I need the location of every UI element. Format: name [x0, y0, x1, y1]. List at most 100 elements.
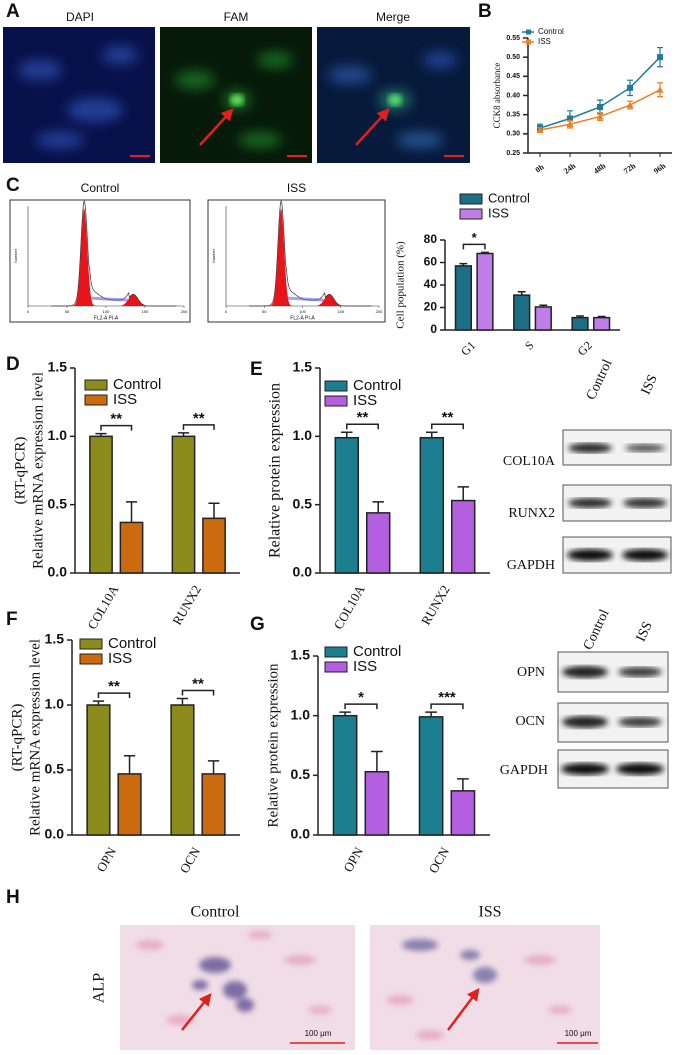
x-tick-label: 96h — [652, 161, 668, 176]
bar — [334, 436, 359, 574]
y-axis-label: (RT-qPCR) — [9, 704, 25, 772]
x-tick-label: OPN — [340, 844, 366, 875]
histogram-fill — [70, 208, 99, 306]
point — [566, 120, 574, 128]
image-label: FAM — [224, 10, 249, 24]
y-tick-label: 0.5 — [291, 766, 311, 782]
legend-label: ISS — [353, 658, 377, 675]
x-tick-label: 150 — [337, 309, 344, 314]
x-tick-label: 50 — [262, 309, 267, 314]
bar — [451, 499, 476, 574]
y-tick-label: 1.5 — [291, 647, 311, 663]
y-axis-label: Relative mRNA expression level — [30, 372, 46, 569]
error-bar — [176, 697, 189, 705]
error-bar — [123, 754, 136, 774]
significance-label: *** — [438, 689, 456, 706]
significance-bracket — [431, 423, 464, 430]
significance-label: * — [472, 230, 478, 245]
plot-title: Control — [81, 181, 120, 195]
legend-swatch — [84, 394, 108, 406]
histogram-hatch — [287, 296, 324, 302]
x-tick-label: G1 — [458, 338, 478, 358]
histogram-fill — [317, 294, 341, 306]
point — [596, 113, 604, 120]
y-axis-label: Number — [13, 248, 18, 263]
x-tick-label: COL10A — [330, 582, 367, 632]
panel-letter: B — [478, 1, 492, 22]
y-tick-label: 1.5 — [293, 359, 313, 375]
blot-row: COL10A — [503, 454, 556, 469]
panel-letter: G — [250, 614, 265, 635]
bar — [454, 265, 472, 331]
y-axis-label: CCK8 absorbance — [492, 63, 502, 129]
y-tick-label: 20 — [424, 300, 438, 314]
image-label: ISS — [478, 904, 501, 921]
blot-column: ISS — [639, 373, 661, 398]
y-tick-label: 0.5 — [45, 761, 65, 777]
bar — [201, 773, 226, 836]
x-tick-label: 0h — [534, 162, 547, 175]
y-axis-label: Relative protein expression — [267, 383, 284, 558]
bar — [476, 252, 494, 331]
y-tick-label: 0.50 — [506, 54, 520, 61]
legend-swatch — [459, 193, 483, 205]
x-tick-label: OCN — [176, 844, 203, 876]
image-label: DAPI — [66, 10, 94, 24]
x-tick-label: 50 — [65, 309, 70, 314]
blot-column: Control — [584, 357, 616, 402]
significance-label: ** — [357, 409, 369, 426]
significance-label: ** — [110, 411, 122, 428]
legend-swatch — [459, 208, 483, 220]
x-tick-label: 100 — [299, 309, 306, 314]
y-tick-label: 0.0 — [293, 564, 313, 580]
significance-bracket — [97, 692, 131, 699]
bar — [571, 316, 589, 331]
point — [597, 104, 603, 110]
significance-bracket — [100, 424, 133, 431]
y-tick-label: 40 — [424, 277, 438, 291]
x-tick-label: RUNX2 — [169, 582, 204, 627]
panel-letter: C — [6, 175, 20, 196]
point — [626, 101, 634, 109]
legend-label: ISS — [538, 37, 551, 46]
bar — [170, 704, 195, 836]
significance-bracket — [181, 689, 215, 696]
bar — [364, 771, 390, 836]
point — [627, 84, 633, 91]
scale-bar-label: 100 μm — [305, 1029, 332, 1038]
x-tick-label: S — [522, 338, 537, 353]
significance-bracket — [346, 423, 379, 430]
significance-bracket — [462, 243, 486, 250]
y-tick-label: 0.40 — [506, 92, 520, 99]
significance-label: ** — [108, 678, 120, 695]
legend-label: Control — [353, 643, 401, 660]
significance-label: ** — [193, 410, 205, 427]
y-tick-label: 0.45 — [506, 73, 520, 80]
bar — [86, 704, 111, 836]
y-axis-label: (RT-qPCR) — [12, 437, 28, 505]
y-tick-label: 0.0 — [45, 826, 65, 842]
y-axis-label: Relative protein expression — [265, 663, 281, 828]
y-tick-label: 0.5 — [48, 495, 68, 511]
legend-swatch — [324, 646, 348, 658]
legend-swatch — [84, 379, 108, 391]
x-tick-label: 0 — [27, 309, 30, 314]
panel-letter: D — [6, 354, 20, 375]
x-tick-label: 48h — [592, 161, 608, 176]
y-tick-label: 1.0 — [48, 427, 68, 443]
legend-swatch — [324, 395, 348, 407]
panel-letter: H — [6, 887, 20, 908]
bar — [593, 316, 611, 331]
legend-label: ISS — [113, 391, 137, 408]
error-bar — [341, 431, 353, 438]
y-tick-label: 80 — [424, 232, 438, 246]
y-tick-label: 0.5 — [293, 495, 313, 511]
x-axis-label: FL2-A PI-A — [290, 315, 315, 321]
y-tick-label: 0 — [430, 322, 437, 336]
y-tick-label: 0.0 — [291, 826, 311, 842]
panel-letter: A — [6, 1, 20, 22]
y-axis-label: Number — [211, 248, 216, 263]
legend-label: Control — [538, 27, 564, 36]
panel-letter: E — [250, 359, 263, 380]
